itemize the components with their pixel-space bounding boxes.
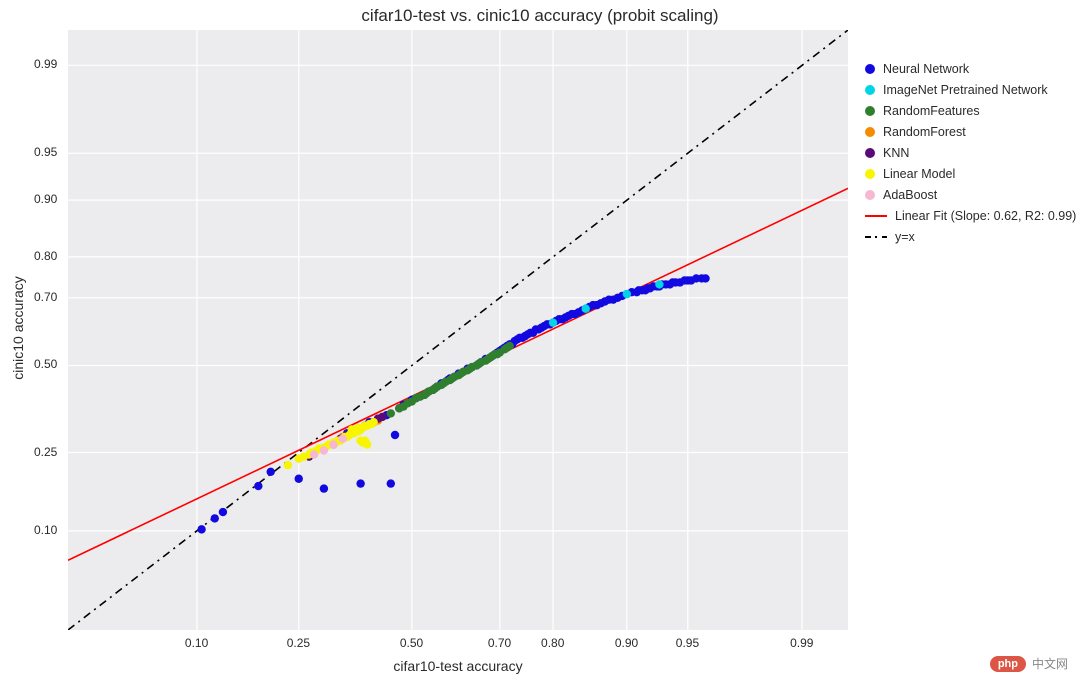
scatter-point	[582, 305, 590, 313]
scatter-point	[370, 418, 378, 426]
legend-label: Neural Network	[883, 62, 969, 76]
legend-item: Linear Fit (Slope: 0.62, R2: 0.99)	[865, 205, 1076, 226]
x-tick: 0.95	[676, 636, 699, 650]
y-tick: 0.50	[34, 357, 57, 371]
watermark: php 中文网	[990, 655, 1068, 672]
legend-swatch-icon	[865, 148, 875, 158]
scatter-point	[505, 342, 513, 350]
legend-label: AdaBoost	[883, 188, 937, 202]
legend-swatch-icon	[865, 64, 875, 74]
legend-label: RandomForest	[883, 125, 966, 139]
legend-swatch-icon	[865, 127, 875, 137]
legend-item: Neural Network	[865, 58, 1076, 79]
scatter-point	[387, 479, 395, 487]
scatter-point	[701, 274, 709, 282]
legend-swatch-icon	[865, 169, 875, 179]
watermark-badge: php	[990, 656, 1026, 672]
y-axis-label: cinic10 accuracy	[10, 228, 26, 428]
legend-label: y=x	[895, 230, 915, 244]
scatter-point	[320, 484, 328, 492]
scatter-point	[655, 280, 663, 288]
plot-svg	[68, 30, 848, 630]
x-tick: 0.10	[185, 636, 208, 650]
legend-item: y=x	[865, 226, 1076, 247]
x-tick: 0.90	[615, 636, 638, 650]
legend-label: RandomFeatures	[883, 104, 980, 118]
y-tick: 0.10	[34, 523, 57, 537]
scatter-point	[356, 479, 364, 487]
scatter-point	[284, 461, 292, 469]
legend-label: Linear Fit (Slope: 0.62, R2: 0.99)	[895, 209, 1076, 223]
legend-item: KNN	[865, 142, 1076, 163]
y-tick: 0.99	[34, 57, 57, 71]
y-tick: 0.25	[34, 445, 57, 459]
scatter-point	[391, 431, 399, 439]
scatter-point	[623, 290, 631, 298]
scatter-point	[310, 450, 318, 458]
scatter-point	[197, 525, 205, 533]
watermark-text: 中文网	[1032, 655, 1068, 672]
scatter-point	[378, 413, 386, 421]
legend-label: ImageNet Pretrained Network	[883, 83, 1048, 97]
y-tick: 0.95	[34, 145, 57, 159]
legend-swatch-icon	[865, 85, 875, 95]
legend-line-icon	[865, 236, 887, 238]
scatter-point	[549, 318, 557, 326]
legend-line-icon	[865, 215, 887, 217]
legend-item: AdaBoost	[865, 184, 1076, 205]
legend-swatch-icon	[865, 190, 875, 200]
plot-area	[68, 30, 848, 630]
y-tick: 0.90	[34, 192, 57, 206]
chart-title: cifar10-test vs. cinic10 accuracy (probi…	[0, 6, 1080, 26]
x-tick: 0.80	[541, 636, 564, 650]
scatter-point	[363, 440, 371, 448]
legend-swatch-icon	[865, 106, 875, 116]
scatter-point	[211, 514, 219, 522]
scatter-point	[329, 440, 337, 448]
legend: Neural Network ImageNet Pretrained Networ…	[865, 58, 1076, 247]
y-tick: 0.80	[34, 249, 57, 263]
scatter-point	[295, 475, 303, 483]
scatter-point	[266, 468, 274, 476]
legend-item: ImageNet Pretrained Network	[865, 79, 1076, 100]
scatter-point	[254, 482, 262, 490]
legend-label: KNN	[883, 146, 909, 160]
legend-item: RandomForest	[865, 121, 1076, 142]
legend-label: Linear Model	[883, 167, 955, 181]
identity-line	[68, 30, 848, 630]
chart-container: cifar10-test vs. cinic10 accuracy (probi…	[0, 0, 1080, 680]
x-tick: 0.70	[488, 636, 511, 650]
x-axis-label: cifar10-test accuracy	[68, 658, 848, 674]
x-tick: 0.25	[287, 636, 310, 650]
scatter-point	[338, 435, 346, 443]
legend-item: Linear Model	[865, 163, 1076, 184]
legend-item: RandomFeatures	[865, 100, 1076, 121]
x-tick: 0.50	[400, 636, 423, 650]
y-tick: 0.70	[34, 290, 57, 304]
scatter-point	[320, 446, 328, 454]
scatter-point	[219, 508, 227, 516]
x-tick: 0.99	[790, 636, 813, 650]
scatter-point	[387, 409, 395, 417]
